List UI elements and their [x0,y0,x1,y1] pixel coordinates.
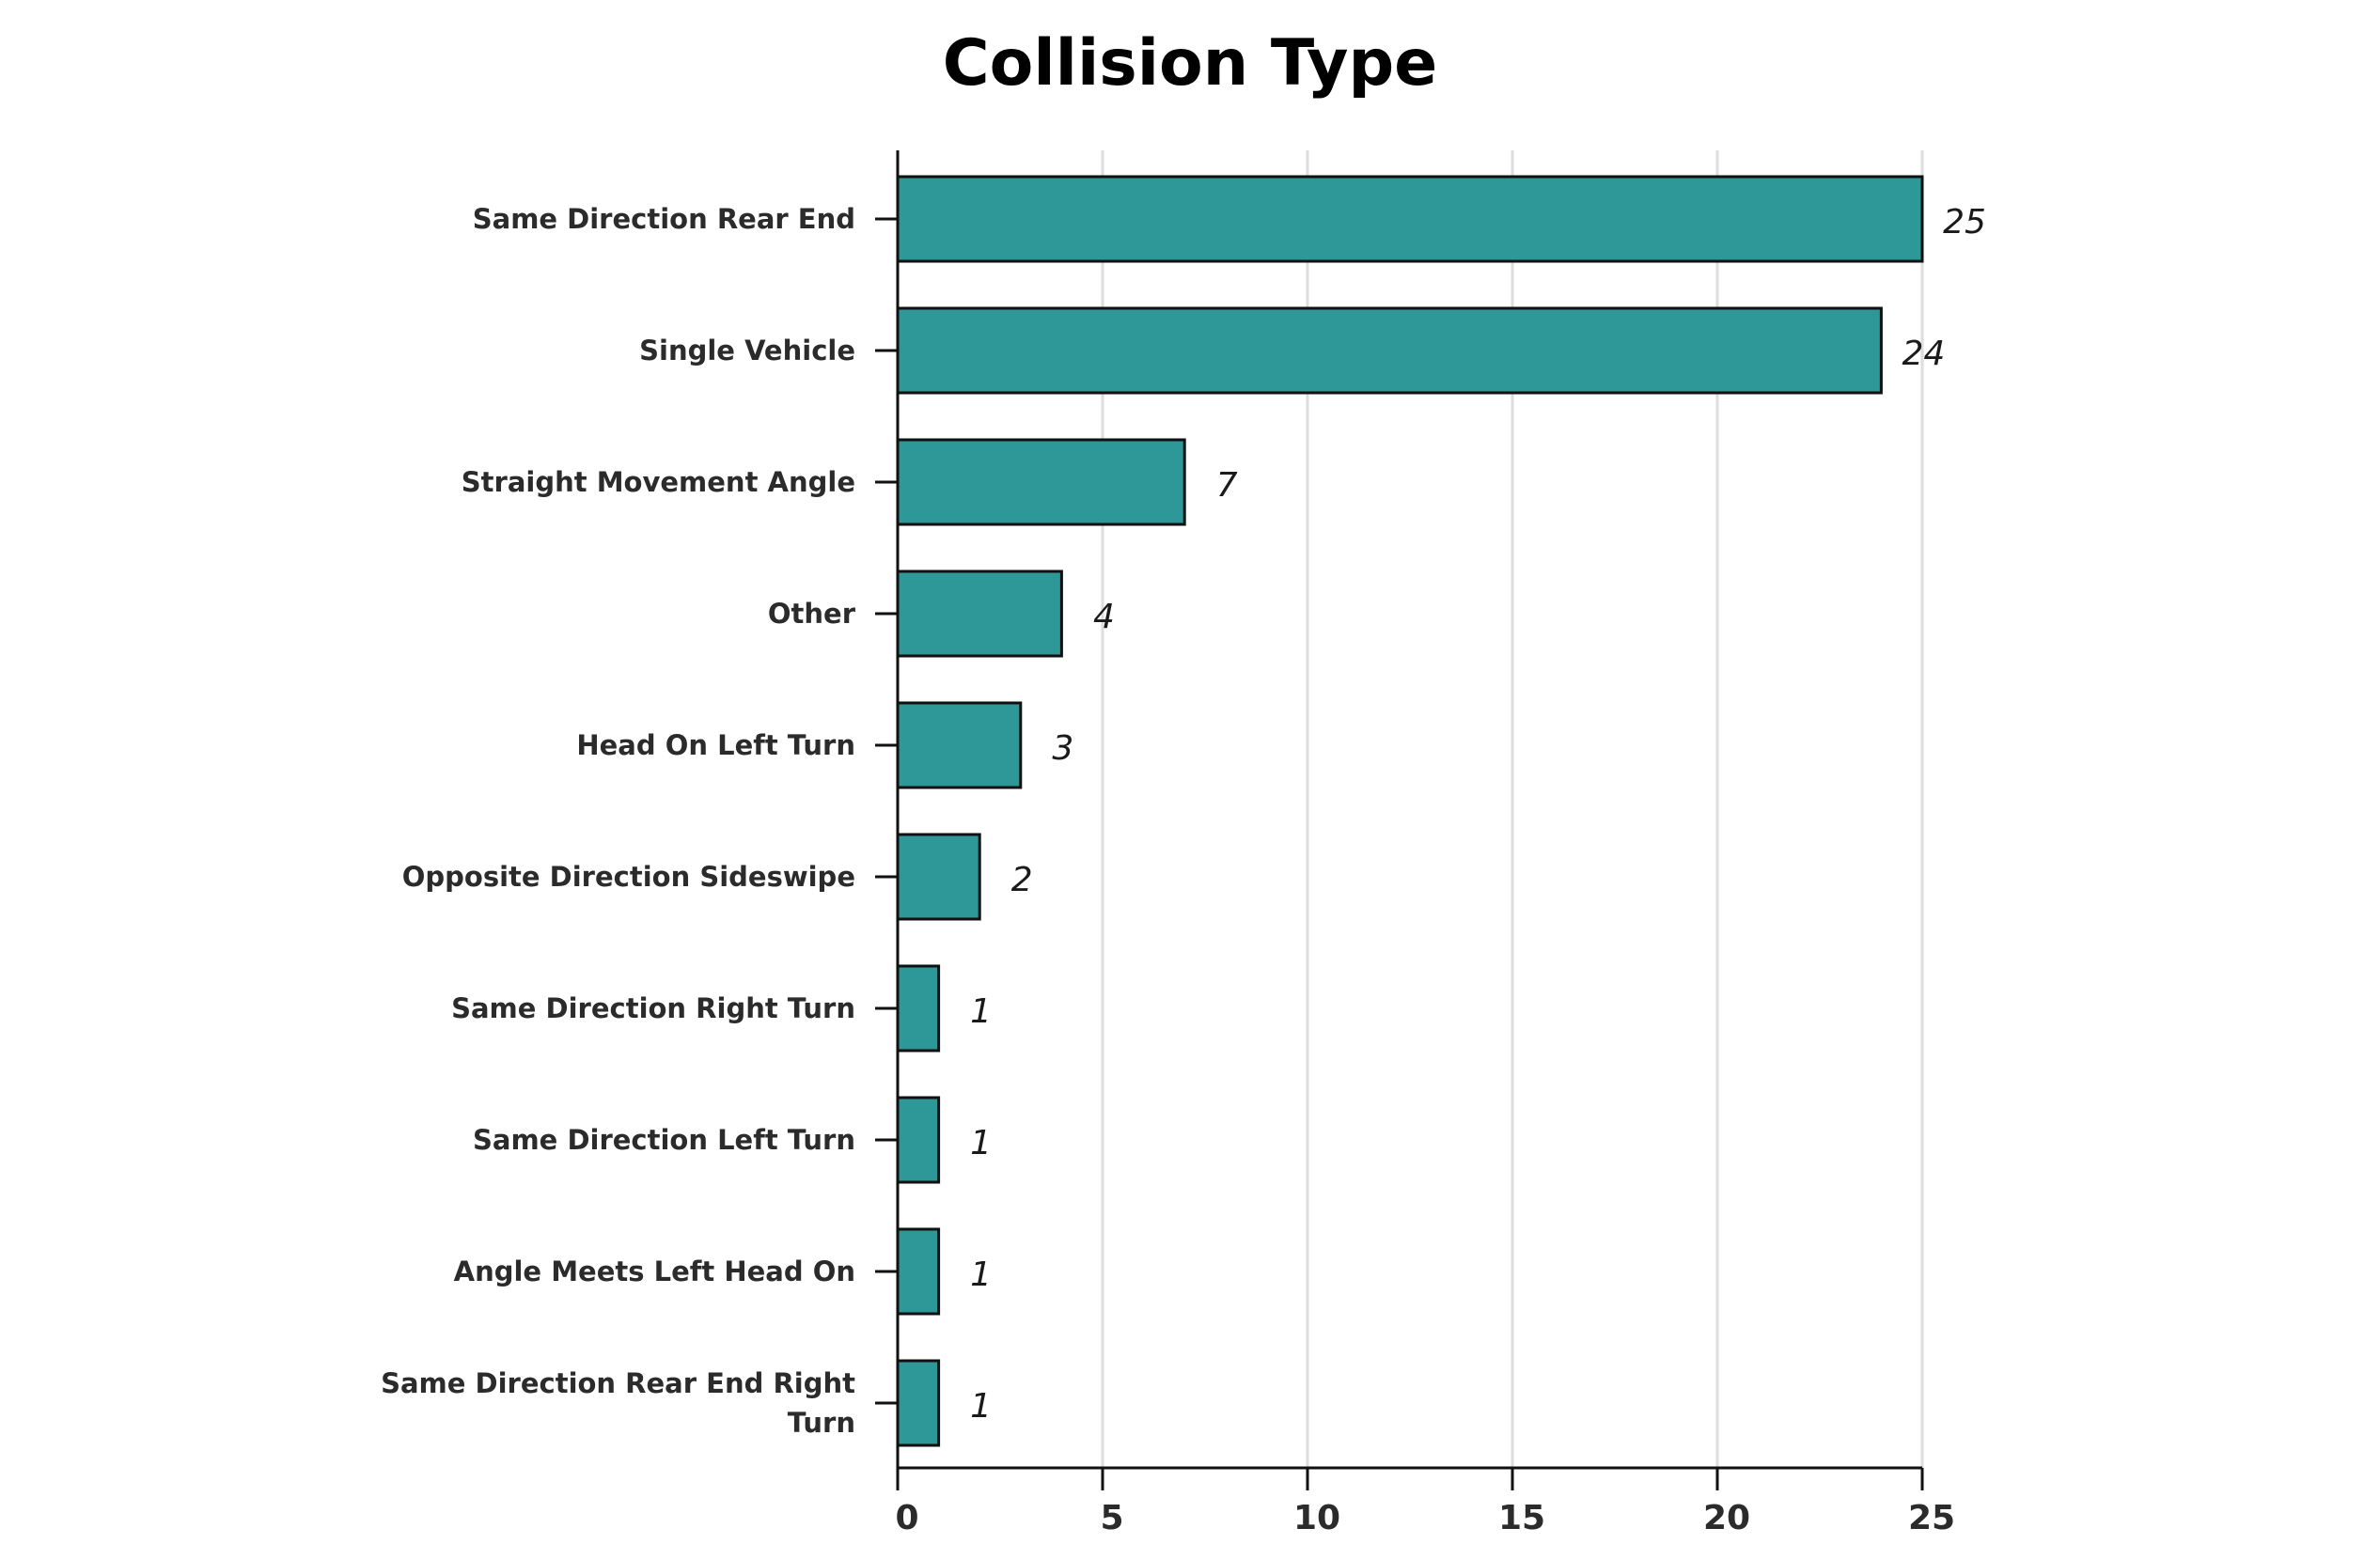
value-label-1: 25 [1943,203,1986,242]
category-label-5: Head On Left Turn [576,729,855,761]
x-tick-label-10: 10 [1293,1499,1340,1537]
value-label-4: 4 [1093,598,1115,636]
bar-7 [896,964,941,1053]
value-label-7: 1 [970,992,992,1031]
value-label-2: 24 [1902,335,1945,373]
chart-title: Collision Type [942,26,1438,101]
value-label-9: 1 [970,1255,992,1294]
category-label-3: Straight Movement Angle [462,466,855,498]
category-label-10: Same Direction Rear End Right Turn [381,1367,855,1439]
x-tick-label-20: 20 [1703,1499,1750,1537]
bar-4 [896,569,1063,658]
value-label-3: 7 [1216,466,1238,505]
bar-8 [896,1096,941,1184]
category-label-4: Other [768,598,856,630]
bar-2 [896,306,1883,395]
category-label-2: Single Vehicle [639,335,855,367]
category-label-6: Opposite Direction Sideswipe [402,861,855,893]
x-tick-label-0: 0 [895,1499,918,1537]
value-label-5: 3 [1052,729,1073,768]
x-tick-label-15: 15 [1498,1499,1545,1537]
bar-3 [896,438,1186,526]
bars [896,175,1924,1447]
x-tick-label-25: 25 [1908,1499,1955,1537]
bar-5 [896,701,1023,789]
category-label-8: Same Direction Left Turn [473,1124,855,1156]
bar-9 [896,1227,941,1316]
value-label-6: 2 [1011,861,1033,899]
category-label-9: Angle Meets Left Head On [454,1255,855,1287]
axes [875,150,1924,1490]
bar-6 [896,833,981,921]
category-label-7: Same Direction Right Turn [451,992,855,1024]
value-label-10: 1 [970,1387,992,1426]
value-label-8: 1 [970,1124,992,1162]
bar-10 [896,1359,941,1447]
bar-1 [896,175,1924,263]
x-tick-label-5: 5 [1100,1499,1123,1537]
category-label-1: Same Direction Rear End [473,203,855,235]
